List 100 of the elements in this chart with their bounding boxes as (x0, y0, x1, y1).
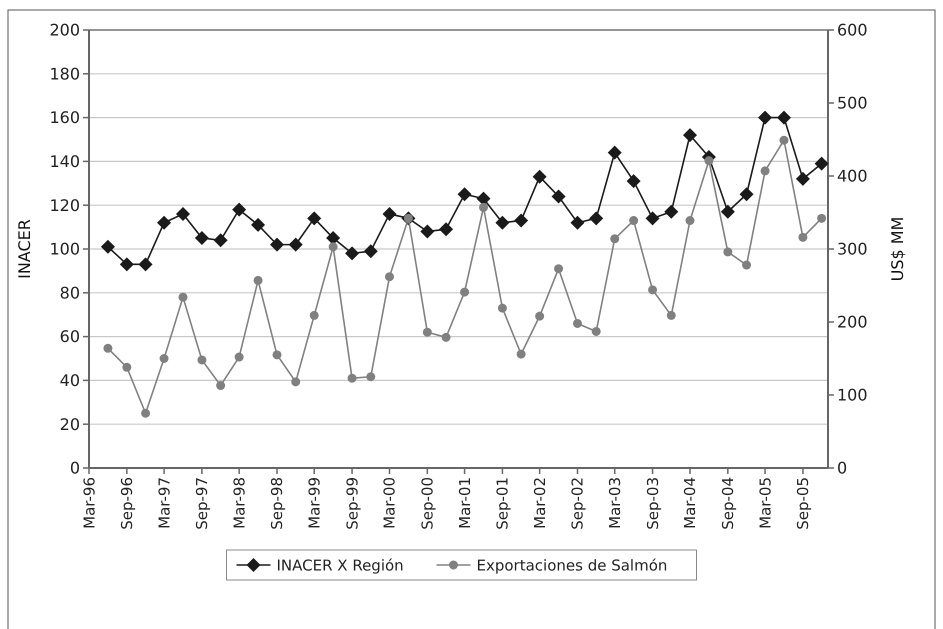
y-tick-label: 200 (49, 20, 80, 40)
x-tick-label: Mar-96 (80, 477, 98, 529)
x-tick-label: Mar-01 (456, 477, 474, 529)
point (307, 211, 322, 226)
point (439, 222, 454, 236)
x-tick-label: Mar-04 (681, 477, 700, 529)
point (776, 110, 791, 125)
point (458, 187, 472, 202)
point (214, 233, 228, 248)
x-tick-label: Sep-02 (568, 477, 587, 530)
point (384, 272, 394, 282)
point (723, 247, 732, 256)
point (798, 232, 808, 242)
x-tick-label: Mar-03 (606, 477, 624, 529)
x-tick-label: Sep-05 (794, 477, 812, 530)
point (251, 218, 266, 232)
point (348, 374, 357, 383)
point (328, 242, 338, 252)
point (532, 170, 547, 184)
y-tick-label: 40 (60, 371, 80, 390)
point (138, 257, 153, 272)
x-tick-label: Sep-99 (343, 477, 362, 530)
y-tick-label: 140 (49, 152, 80, 171)
point (685, 216, 694, 226)
y2-tick-label: 200 (837, 312, 868, 332)
point (141, 408, 150, 418)
point (535, 312, 544, 321)
point (120, 257, 134, 272)
point (589, 211, 604, 226)
point (291, 377, 300, 386)
point (552, 189, 566, 204)
x-tick-label: Mar-99 (305, 477, 324, 529)
y-tick-label: 60 (60, 327, 80, 346)
legend-label: INACER X Región (276, 556, 404, 574)
point (270, 238, 284, 252)
point (682, 128, 697, 142)
point (194, 231, 209, 246)
point (420, 224, 434, 238)
y-axis-title: INACER (15, 219, 34, 279)
point (629, 216, 638, 226)
x-tick-label: Sep-03 (644, 477, 662, 530)
y2-axis-title: US$ MM (888, 216, 907, 282)
point (760, 166, 770, 176)
x-tick-label: Mar-97 (155, 477, 174, 529)
y-tick-label: 0 (70, 458, 80, 478)
point (610, 234, 620, 244)
point (704, 156, 714, 166)
y-tick-label: 80 (60, 283, 80, 302)
point (626, 174, 641, 188)
point (796, 172, 810, 186)
y2-tick-label: 300 (837, 240, 868, 259)
point (478, 202, 488, 212)
point (232, 202, 246, 217)
y-tick-label: 160 (49, 108, 80, 128)
point (366, 372, 376, 382)
y2-tick-label: 100 (837, 386, 868, 405)
y2-tick-label: 600 (837, 20, 868, 40)
point (554, 264, 564, 274)
x-tick-label: Sep-98 (268, 477, 286, 530)
point (646, 211, 660, 226)
point (197, 355, 206, 364)
x-tick-label: Sep-97 (193, 477, 212, 530)
y2-tick-label: 500 (837, 94, 868, 113)
x-tick-label: Mar-02 (530, 477, 549, 529)
point (514, 214, 528, 228)
point (160, 354, 169, 363)
point (364, 244, 378, 258)
point (442, 332, 451, 342)
x-tick-label: Mar-05 (756, 477, 774, 529)
y-tick-label: 20 (60, 414, 80, 434)
y-tick-label: 120 (49, 196, 80, 215)
x-tick-label: Sep-00 (418, 477, 437, 530)
y-tick-label: 100 (49, 240, 80, 259)
point (758, 110, 772, 125)
point (216, 381, 226, 390)
point (254, 276, 263, 285)
point (178, 292, 188, 302)
point (570, 216, 584, 230)
point (422, 328, 432, 337)
point (779, 136, 788, 145)
x-tick-label: Mar-00 (380, 477, 399, 529)
x-tick-label: Sep-04 (719, 477, 738, 530)
legend-label: Exportaciones de Salmón (476, 556, 668, 574)
point (666, 310, 676, 320)
y2-tick-label: 0 (837, 458, 848, 478)
point (814, 156, 829, 171)
point (122, 362, 132, 372)
point (572, 318, 582, 328)
point (272, 350, 282, 360)
x-tick-label: Sep-96 (118, 477, 136, 530)
point (742, 260, 752, 270)
point (103, 344, 112, 353)
point (288, 238, 303, 252)
point (592, 326, 601, 336)
point (382, 206, 396, 221)
point (664, 204, 678, 219)
point (460, 288, 470, 297)
point (495, 216, 510, 230)
point (345, 246, 360, 260)
point (176, 206, 190, 221)
